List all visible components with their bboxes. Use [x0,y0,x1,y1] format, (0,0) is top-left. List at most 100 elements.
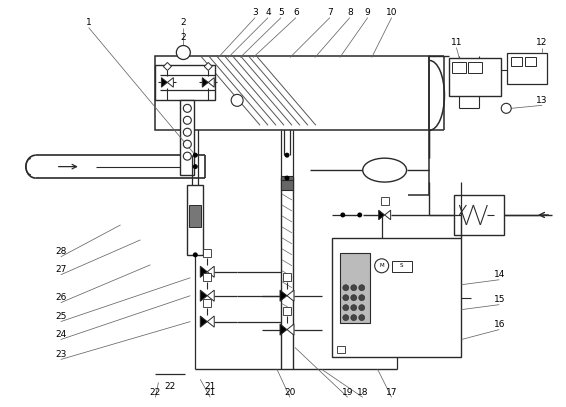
Bar [187,185,203,255]
Text: 4: 4 [265,8,271,17]
Text: 2: 2 [181,18,186,27]
Polygon shape [385,210,391,220]
Polygon shape [200,290,207,301]
Text: 8: 8 [347,8,353,17]
Bar [469,63,482,73]
Polygon shape [287,324,294,335]
Text: 26: 26 [55,293,66,302]
Bar [189,205,201,227]
Text: 22: 22 [165,382,176,391]
Polygon shape [280,324,287,335]
Circle shape [351,305,357,311]
Bar [454,195,504,235]
Text: 23: 23 [55,350,66,359]
Polygon shape [280,290,287,301]
Ellipse shape [363,158,406,182]
Polygon shape [207,266,215,277]
Text: 6: 6 [293,8,299,17]
Circle shape [357,212,362,217]
Text: 22: 22 [150,388,161,397]
Text: M: M [205,300,209,305]
Bar [156,55,430,130]
Bar [281,178,293,190]
Text: 2: 2 [181,33,186,42]
Polygon shape [202,78,208,87]
Text: S: S [400,263,404,268]
Circle shape [359,305,365,311]
Text: 13: 13 [537,96,548,105]
Circle shape [183,128,191,136]
Text: M: M [285,308,289,313]
Circle shape [193,252,198,257]
Text: M: M [379,263,384,268]
Text: 28: 28 [55,247,66,256]
Bar [507,53,547,84]
Polygon shape [379,210,385,220]
Bar [381,197,389,205]
Bar [283,306,291,315]
Polygon shape [200,316,207,327]
Text: M: M [205,250,209,255]
Text: 27: 27 [55,265,66,274]
Text: 3: 3 [252,8,258,17]
Text: 19: 19 [342,388,354,397]
Circle shape [351,285,357,291]
Polygon shape [207,316,215,327]
Circle shape [231,94,243,106]
Text: 21: 21 [204,388,216,397]
Text: 24: 24 [55,330,66,339]
Bar [203,249,211,257]
Bar [281,178,293,370]
Polygon shape [208,78,215,87]
Text: M: M [285,274,289,279]
Circle shape [343,285,349,291]
Text: 15: 15 [494,295,505,304]
Polygon shape [200,266,207,277]
Circle shape [183,116,191,124]
Text: M: M [205,274,209,279]
Circle shape [359,285,365,291]
Circle shape [177,46,190,59]
Circle shape [183,104,191,112]
Text: 14: 14 [494,270,505,279]
Bar [337,346,345,354]
Text: 25: 25 [55,312,66,321]
Bar [203,299,211,306]
Text: 18: 18 [357,388,368,397]
Polygon shape [168,78,173,87]
Bar [332,238,461,357]
Polygon shape [287,290,294,301]
Bar [203,273,211,281]
Text: 17: 17 [386,388,397,397]
Bar [525,57,536,66]
Polygon shape [161,78,168,87]
Circle shape [359,295,365,301]
Circle shape [183,140,191,148]
Text: 5: 5 [278,8,284,17]
Circle shape [285,153,289,158]
Bar [449,59,501,96]
Bar [156,66,215,101]
Polygon shape [204,63,212,70]
Circle shape [351,295,357,301]
Text: 12: 12 [537,38,548,47]
Polygon shape [207,290,215,301]
Text: 11: 11 [451,38,462,47]
Bar [392,261,411,272]
Circle shape [501,103,511,113]
Text: 9: 9 [365,8,371,17]
Circle shape [183,152,191,160]
Bar [283,273,291,281]
Circle shape [343,295,349,301]
Text: 21: 21 [204,382,216,391]
Circle shape [343,315,349,321]
Text: 10: 10 [386,8,397,17]
Circle shape [359,315,365,321]
Circle shape [343,305,349,311]
Circle shape [193,164,198,169]
Circle shape [340,212,345,217]
Circle shape [351,315,357,321]
Text: 1: 1 [86,18,92,27]
Text: 7: 7 [327,8,333,17]
Text: M: M [338,347,343,352]
